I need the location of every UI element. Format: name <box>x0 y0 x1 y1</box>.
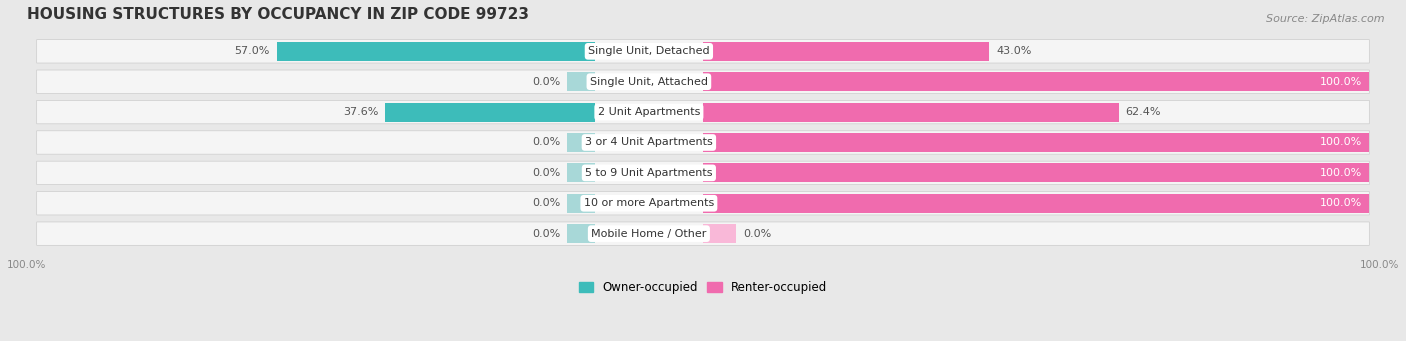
Bar <box>567 194 595 213</box>
Text: HOUSING STRUCTURES BY OCCUPANCY IN ZIP CODE 99723: HOUSING STRUCTURES BY OCCUPANCY IN ZIP C… <box>27 7 529 22</box>
FancyBboxPatch shape <box>37 192 1369 215</box>
Bar <box>703 163 1369 182</box>
Text: Single Unit, Attached: Single Unit, Attached <box>591 77 707 87</box>
Bar <box>567 163 595 182</box>
Text: 3 or 4 Unit Apartments: 3 or 4 Unit Apartments <box>585 137 713 148</box>
Text: Source: ZipAtlas.com: Source: ZipAtlas.com <box>1267 14 1385 24</box>
Text: 62.4%: 62.4% <box>1125 107 1161 117</box>
Bar <box>703 133 1369 152</box>
Text: 100.0%: 100.0% <box>1320 137 1362 148</box>
Bar <box>703 103 1119 121</box>
Bar <box>277 42 595 61</box>
Bar <box>703 72 1369 91</box>
Bar <box>703 194 1369 213</box>
Text: Single Unit, Detached: Single Unit, Detached <box>588 46 710 56</box>
FancyBboxPatch shape <box>37 222 1369 245</box>
Text: 43.0%: 43.0% <box>997 46 1032 56</box>
Text: 0.0%: 0.0% <box>531 168 560 178</box>
Text: Mobile Home / Other: Mobile Home / Other <box>591 229 707 239</box>
FancyBboxPatch shape <box>37 70 1369 93</box>
Text: 100.0%: 100.0% <box>1320 77 1362 87</box>
FancyBboxPatch shape <box>37 40 1369 63</box>
Bar <box>703 42 990 61</box>
Text: 10 or more Apartments: 10 or more Apartments <box>583 198 714 208</box>
Text: 57.0%: 57.0% <box>235 46 270 56</box>
Text: 2 Unit Apartments: 2 Unit Apartments <box>598 107 700 117</box>
Text: 5 to 9 Unit Apartments: 5 to 9 Unit Apartments <box>585 168 713 178</box>
Text: 0.0%: 0.0% <box>744 229 772 239</box>
Text: 0.0%: 0.0% <box>531 137 560 148</box>
Text: 37.6%: 37.6% <box>343 107 378 117</box>
Bar <box>385 103 595 121</box>
Text: 0.0%: 0.0% <box>531 77 560 87</box>
Bar <box>567 224 595 243</box>
Text: 0.0%: 0.0% <box>531 198 560 208</box>
Bar <box>567 133 595 152</box>
Legend: Owner-occupied, Renter-occupied: Owner-occupied, Renter-occupied <box>574 276 832 298</box>
Bar <box>567 72 595 91</box>
FancyBboxPatch shape <box>37 161 1369 184</box>
Text: 100.0%: 100.0% <box>1320 168 1362 178</box>
FancyBboxPatch shape <box>37 131 1369 154</box>
Bar <box>703 224 737 243</box>
Text: 100.0%: 100.0% <box>1320 198 1362 208</box>
Text: 0.0%: 0.0% <box>531 229 560 239</box>
FancyBboxPatch shape <box>37 100 1369 124</box>
